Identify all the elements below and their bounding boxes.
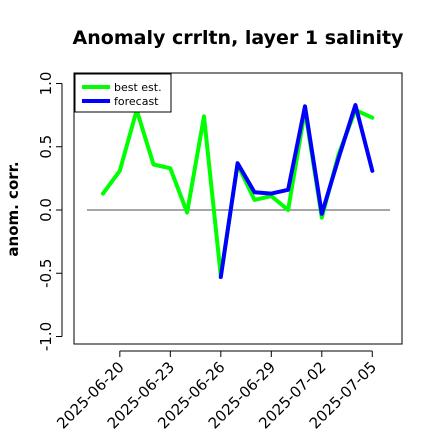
data-point-forecast (371, 170, 373, 172)
y-tick-label: -0.5 (37, 259, 55, 288)
y-axis: -1.0 -0.5 0.0 0.5 1.0 (37, 72, 63, 351)
data-point-forecast (270, 192, 272, 195)
data-point-forecast (304, 105, 306, 107)
legend-box (74, 73, 172, 113)
data-point-best-est (203, 115, 205, 117)
y-tick-label: 1.0 (37, 72, 55, 96)
y-tick-label: -1.0 (37, 322, 55, 351)
chart-title: Anomaly crrltn, layer 1 salinity (73, 27, 404, 49)
legend: best est. forecast (74, 73, 172, 113)
data-point-best-est (152, 163, 155, 166)
data-point-best-est (186, 211, 188, 214)
data-point-forecast (321, 213, 323, 215)
data-point-forecast (220, 276, 222, 278)
data-point-forecast (354, 104, 357, 106)
series-layer (101, 103, 375, 279)
data-point-forecast (253, 191, 256, 193)
data-point-forecast (237, 162, 239, 164)
plot-frame (73, 72, 403, 345)
series-line-forecast (218, 103, 375, 279)
data-point-best-est (287, 209, 289, 211)
data-point-forecast (287, 189, 289, 191)
y-tick-label: 0.0 (37, 198, 55, 222)
data-point-best-est (321, 216, 323, 219)
data-point-forecast (338, 157, 340, 159)
y-axis-label: anom. corr. (4, 161, 22, 256)
y-tick-label: 0.5 (37, 135, 55, 159)
legend-label-forecast: forecast (114, 95, 159, 108)
data-point-best-est (102, 192, 104, 195)
data-point-best-est (253, 199, 256, 201)
data-point-best-est (119, 170, 121, 172)
data-point-best-est (270, 195, 272, 197)
legend-label-best-est: best est. (114, 81, 162, 94)
data-point-best-est (371, 117, 373, 119)
data-point-best-est (169, 167, 171, 169)
